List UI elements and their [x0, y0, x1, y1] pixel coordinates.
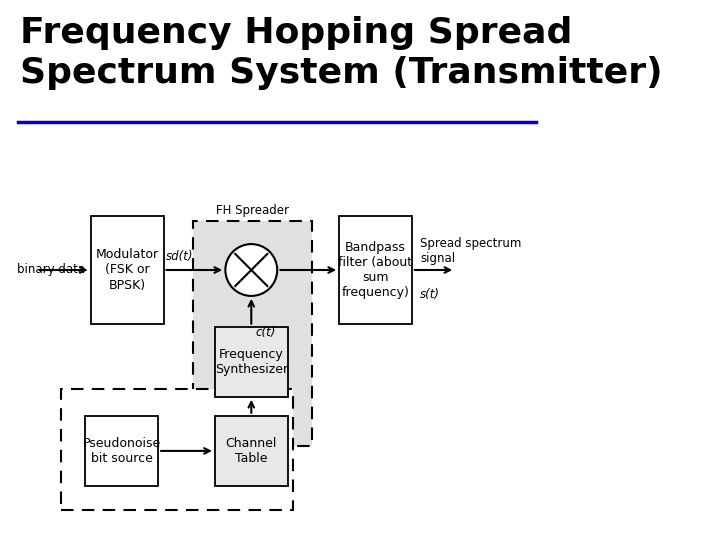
Bar: [193, 221, 312, 446]
Bar: [61, 389, 293, 510]
Text: Spread spectrum
signal: Spread spectrum signal: [420, 237, 521, 265]
Circle shape: [225, 244, 277, 296]
Bar: [91, 216, 163, 324]
Text: sd(t): sd(t): [166, 250, 194, 263]
Text: Modulator
(FSK or
BPSK): Modulator (FSK or BPSK): [96, 248, 158, 292]
Text: s(t): s(t): [420, 288, 440, 301]
Text: Frequency Hopping Spread
Spectrum System (Transmitter): Frequency Hopping Spread Spectrum System…: [20, 16, 663, 90]
Text: Bandpass
filter (about
sum
frequency): Bandpass filter (about sum frequency): [338, 241, 413, 299]
Text: Channel
Table: Channel Table: [225, 437, 277, 465]
Text: FH Spreader: FH Spreader: [216, 204, 289, 217]
Bar: [85, 416, 158, 486]
Bar: [339, 216, 412, 324]
Text: c(t): c(t): [256, 326, 276, 339]
Text: binary data: binary data: [17, 264, 85, 276]
Bar: [215, 416, 288, 486]
Bar: [215, 327, 288, 397]
Text: Pseudonoise
bit source: Pseudonoise bit source: [83, 437, 161, 465]
Text: Frequency
Synthesizer: Frequency Synthesizer: [215, 348, 288, 376]
